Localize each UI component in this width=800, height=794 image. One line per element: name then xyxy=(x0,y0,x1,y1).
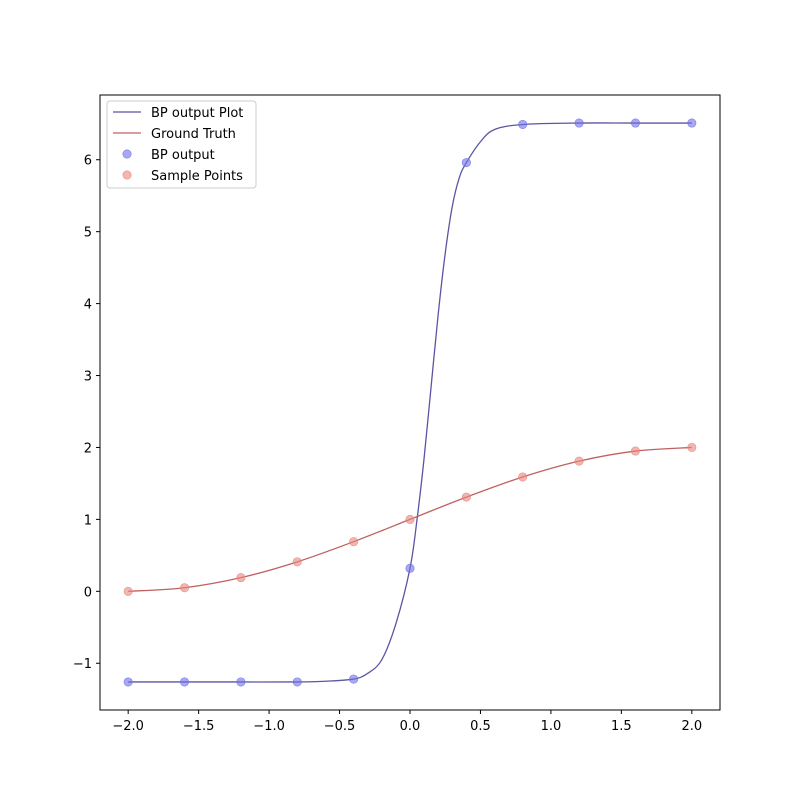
y-tick-label: 4 xyxy=(84,298,92,313)
x-tick-label: −1.0 xyxy=(253,719,285,734)
point-bp-output xyxy=(123,677,133,687)
plot-area xyxy=(123,118,697,687)
point-sample-points xyxy=(349,537,359,547)
point-bp-output xyxy=(630,118,640,128)
x-tick-label: −0.5 xyxy=(324,719,356,734)
point-bp-output xyxy=(687,118,697,128)
x-tick-label: 1.5 xyxy=(611,719,632,734)
x-tick-label: −2.0 xyxy=(112,719,144,734)
y-tick-label: 6 xyxy=(84,154,92,169)
point-sample-points xyxy=(236,573,246,583)
y-tick-label: −1 xyxy=(73,657,92,672)
legend-label-ground-truth: Ground Truth xyxy=(151,127,236,142)
x-tick-label: 2.0 xyxy=(681,719,702,734)
x-tick-label: 1.0 xyxy=(541,719,562,734)
x-tick-label: 0.0 xyxy=(400,719,421,734)
point-bp-output xyxy=(292,677,302,687)
axis-ticks: −2.0 −1.5 −1.0 −0.5 0.0 0.5 1.0 1.5 2.0 −1 0 1 2 3 4 5 6 xyxy=(73,154,702,734)
point-sample-points xyxy=(292,557,302,567)
point-sample-points xyxy=(461,492,471,502)
point-bp-output xyxy=(236,677,246,687)
point-sample-points xyxy=(574,456,584,466)
series-line-bp-output-plot xyxy=(128,122,692,683)
x-tick-label: −1.5 xyxy=(183,719,215,734)
y-tick-label: 1 xyxy=(84,513,92,528)
y-tick-label: 0 xyxy=(84,585,92,600)
point-bp-output xyxy=(574,118,584,128)
legend-label-bp-output-plot: BP output Plot xyxy=(151,106,243,121)
legend-label-bp-output: BP output xyxy=(151,148,215,163)
y-tick-label: 2 xyxy=(84,441,92,456)
legend-label-sample-points: Sample Points xyxy=(151,169,243,184)
point-bp-output xyxy=(180,677,190,687)
point-sample-points xyxy=(180,583,190,593)
point-sample-points xyxy=(518,472,528,482)
legend-swatch-sample-points xyxy=(122,170,132,180)
legend-box xyxy=(106,100,257,189)
legend: BP output Plot Ground Truth BP output Sampl… xyxy=(106,100,257,189)
point-sample-points xyxy=(405,514,415,524)
y-tick-label: 5 xyxy=(84,226,92,241)
point-sample-points xyxy=(630,446,640,456)
y-tick-label: 3 xyxy=(84,370,92,385)
point-sample-points xyxy=(123,586,133,596)
x-tick-label: 0.5 xyxy=(470,719,491,734)
point-bp-output xyxy=(461,158,471,168)
point-bp-output xyxy=(405,563,415,573)
point-bp-output xyxy=(349,674,359,684)
legend-swatch-bp-output xyxy=(122,149,132,159)
point-bp-output xyxy=(518,119,528,129)
point-sample-points xyxy=(687,442,697,452)
